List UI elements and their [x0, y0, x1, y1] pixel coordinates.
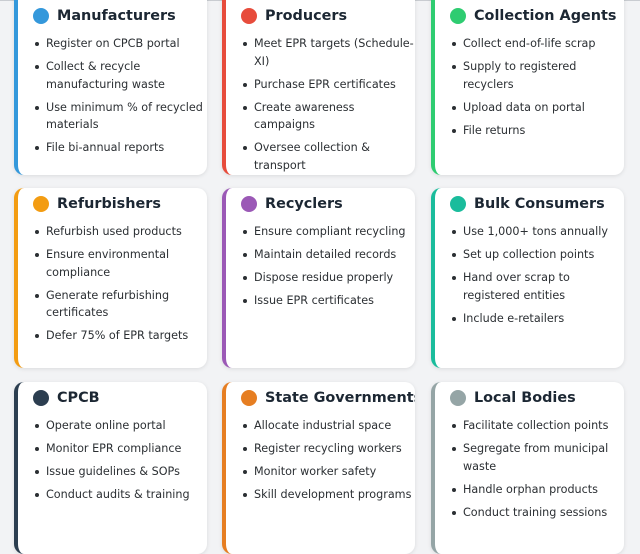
- list-item: Meet EPR targets (Schedule-XI): [226, 35, 415, 70]
- duty-list: Register on CPCB portal Collect & recycle…: [18, 35, 207, 162]
- refurbishers-dot-icon: [33, 196, 49, 212]
- card-refurbishers: Refurbishers Refurbish used products Ensu…: [14, 188, 207, 368]
- list-item: Ensure environmental compliance: [18, 246, 207, 281]
- duty-list: Ensure compliant recycling Maintain detai…: [226, 223, 406, 315]
- list-item: Supply to registered recyclers: [435, 58, 624, 93]
- card-header: Collection Agents: [450, 8, 616, 24]
- collection-agents-dot-icon: [450, 8, 466, 24]
- list-item: Register on CPCB portal: [18, 35, 207, 53]
- card-cpcb: CPCB Operate online portal Monitor EPR co…: [14, 382, 207, 554]
- card-recyclers: Recyclers Ensure compliant recycling Main…: [222, 188, 415, 368]
- card-title: Bulk Consumers: [474, 196, 605, 212]
- card-collection-agents: Collection Agents Collect end-of-life sc…: [431, 0, 624, 175]
- card-title: CPCB: [57, 390, 100, 406]
- list-item: Issue EPR certificates: [226, 292, 406, 310]
- list-item: Hand over scrap to registered entities: [435, 269, 624, 304]
- list-item: Allocate industrial space: [226, 417, 411, 435]
- card-state-governments: State Governments Allocate industrial sp…: [222, 382, 415, 554]
- manufacturers-dot-icon: [33, 8, 49, 24]
- card-producers: Producers Meet EPR targets (Schedule-XI)…: [222, 0, 415, 175]
- duty-list: Meet EPR targets (Schedule-XI) Purchase E…: [226, 35, 415, 175]
- state-governments-dot-icon: [241, 390, 257, 406]
- list-item: Collect end-of-life scrap: [435, 35, 624, 53]
- producers-dot-icon: [241, 8, 257, 24]
- list-item: Use minimum % of recycled materials: [18, 99, 207, 134]
- card-local-bodies: Local Bodies Facilitate collection point…: [431, 382, 624, 554]
- card-header: Local Bodies: [450, 390, 576, 406]
- list-item: Monitor EPR compliance: [18, 440, 190, 458]
- list-item: Skill development programs: [226, 486, 411, 504]
- card-header: Refurbishers: [33, 196, 161, 212]
- list-item: Operate online portal: [18, 417, 190, 435]
- card-title: Collection Agents: [474, 8, 617, 24]
- duty-list: Facilitate collection points Segregate fr…: [435, 417, 624, 527]
- list-item: Maintain detailed records: [226, 246, 406, 264]
- local-bodies-dot-icon: [450, 390, 466, 406]
- list-item: Upload data on portal: [435, 99, 624, 117]
- list-item: Create awareness campaigns: [226, 99, 415, 134]
- bulk-consumers-dot-icon: [450, 196, 466, 212]
- card-header: Bulk Consumers: [450, 196, 605, 212]
- card-bulk-consumers: Bulk Consumers Use 1,000+ tons annually S…: [431, 188, 624, 368]
- card-title: Recyclers: [265, 196, 343, 212]
- list-item: Refurbish used products: [18, 223, 207, 241]
- list-item: Dispose residue properly: [226, 269, 406, 287]
- list-item: Facilitate collection points: [435, 417, 624, 435]
- list-item: Oversee collection & transport: [226, 139, 415, 174]
- list-item: Defer 75% of EPR targets: [18, 327, 207, 345]
- card-title: Manufacturers: [57, 8, 176, 24]
- card-header: Producers: [241, 8, 347, 24]
- duty-list: Collect end-of-life scrap Supply to regis…: [435, 35, 624, 145]
- list-item: Generate refurbishing certificates: [18, 287, 207, 322]
- card-header: Manufacturers: [33, 8, 176, 24]
- duty-list: Use 1,000+ tons annually Set up collectio…: [435, 223, 624, 333]
- list-item: Purchase EPR certificates: [226, 76, 415, 94]
- list-item: Segregate from municipal waste: [435, 440, 624, 475]
- list-item: Register recycling workers: [226, 440, 411, 458]
- list-item: Monitor worker safety: [226, 463, 411, 481]
- list-item: File bi-annual reports: [18, 139, 207, 157]
- list-item: Include e-retailers: [435, 310, 624, 328]
- card-title: Producers: [265, 8, 348, 24]
- duty-list: Allocate industrial space Register recycl…: [226, 417, 411, 509]
- card-title: State Governments: [265, 390, 415, 406]
- card-title: Local Bodies: [474, 390, 576, 406]
- card-header: State Governments: [241, 390, 415, 406]
- card-manufacturers: Manufacturers Register on CPCB portal Col…: [14, 0, 207, 175]
- list-item: Ensure compliant recycling: [226, 223, 406, 241]
- card-header: CPCB: [33, 390, 100, 406]
- duty-list: Refurbish used products Ensure environmen…: [18, 223, 207, 350]
- list-item: Conduct training sessions: [435, 504, 624, 522]
- list-item: Collect & recycle manufacturing waste: [18, 58, 207, 93]
- card-header: Recyclers: [241, 196, 343, 212]
- list-item: Issue guidelines & SOPs: [18, 463, 190, 481]
- list-item: Use 1,000+ tons annually: [435, 223, 624, 241]
- list-item: Set up collection points: [435, 246, 624, 264]
- list-item: Conduct audits & training: [18, 486, 190, 504]
- duty-list: Operate online portal Monitor EPR complia…: [18, 417, 190, 509]
- card-title: Refurbishers: [57, 196, 161, 212]
- list-item: Handle orphan products: [435, 481, 624, 499]
- list-item: File returns: [435, 122, 624, 140]
- recyclers-dot-icon: [241, 196, 257, 212]
- cpcb-dot-icon: [33, 390, 49, 406]
